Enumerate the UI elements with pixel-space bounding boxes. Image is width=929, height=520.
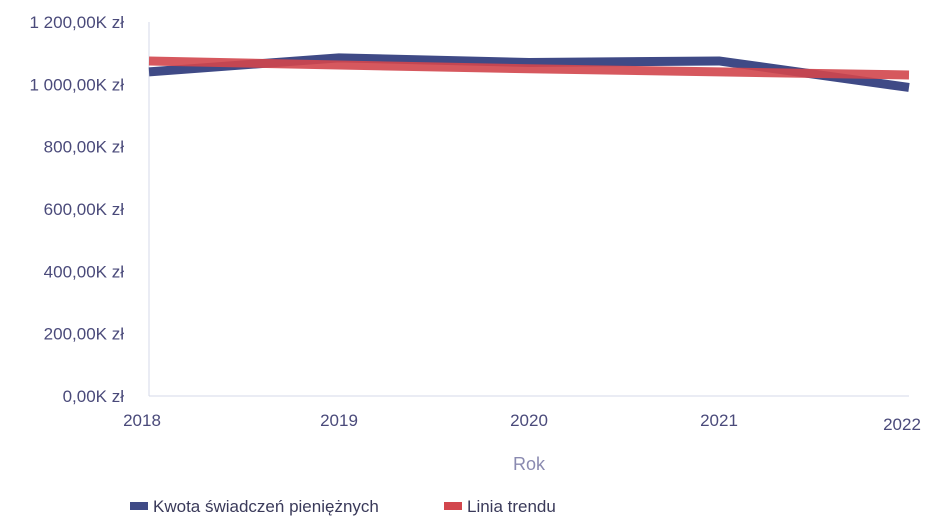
x-tick-label: 2020 xyxy=(510,411,548,430)
x-tick-label: 2018 xyxy=(123,411,161,430)
y-tick-label: 200,00K zł xyxy=(44,325,125,344)
x-tick-label: 2021 xyxy=(700,411,738,430)
y-tick-label: 0,00K zł xyxy=(63,387,125,406)
y-tick-label: 1 000,00K zł xyxy=(29,75,124,94)
y-tick-label: 1 200,00K zł xyxy=(29,13,124,32)
legend-label: Linia trendu xyxy=(467,497,556,516)
legend: Kwota świadczeń pieniężnych Linia trendu xyxy=(130,497,556,516)
y-tick-label: 600,00K zł xyxy=(44,200,125,219)
legend-label: Kwota świadczeń pieniężnych xyxy=(153,497,379,516)
legend-swatch xyxy=(130,502,148,510)
x-tick-label: 2019 xyxy=(320,411,358,430)
y-tick-label: 800,00K zł xyxy=(44,138,125,157)
x-axis-title: Rok xyxy=(513,454,546,474)
series-line-trend xyxy=(148,56,910,80)
legend-swatch xyxy=(444,502,462,510)
series-lines xyxy=(148,53,910,92)
y-axis-tick-labels: 0,00K zł 200,00K zł 400,00K zł 600,00K zł 80… xyxy=(29,13,124,406)
x-tick-label: 2022 xyxy=(883,415,921,434)
y-tick-label: 400,00K zł xyxy=(44,262,125,281)
x-axis-tick-labels: 2018 2019 2020 2021 2022 xyxy=(123,411,921,434)
